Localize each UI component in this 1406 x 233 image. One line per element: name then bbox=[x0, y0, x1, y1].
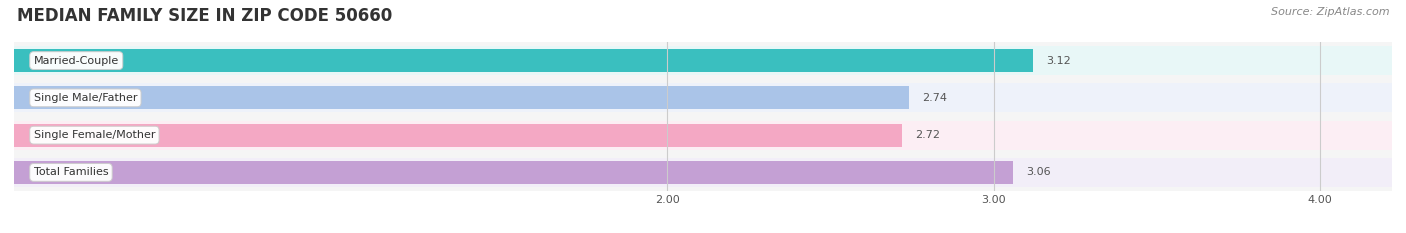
Bar bbox=[14, 121, 1392, 150]
Bar bbox=[14, 158, 1392, 187]
Bar bbox=[14, 86, 908, 110]
Text: MEDIAN FAMILY SIZE IN ZIP CODE 50660: MEDIAN FAMILY SIZE IN ZIP CODE 50660 bbox=[17, 7, 392, 25]
Bar bbox=[14, 49, 1033, 72]
Text: 3.06: 3.06 bbox=[1026, 168, 1050, 177]
Text: 2.74: 2.74 bbox=[922, 93, 946, 103]
Bar bbox=[14, 161, 1014, 184]
Text: 3.12: 3.12 bbox=[1046, 56, 1070, 65]
Bar bbox=[14, 83, 1392, 112]
Text: Married-Couple: Married-Couple bbox=[34, 56, 120, 65]
Text: Total Families: Total Families bbox=[34, 168, 108, 177]
Text: Single Male/Father: Single Male/Father bbox=[34, 93, 138, 103]
Text: Single Female/Mother: Single Female/Mother bbox=[34, 130, 155, 140]
Bar bbox=[14, 46, 1392, 75]
Bar bbox=[14, 123, 903, 147]
Text: Source: ZipAtlas.com: Source: ZipAtlas.com bbox=[1271, 7, 1389, 17]
Text: 2.72: 2.72 bbox=[915, 130, 941, 140]
